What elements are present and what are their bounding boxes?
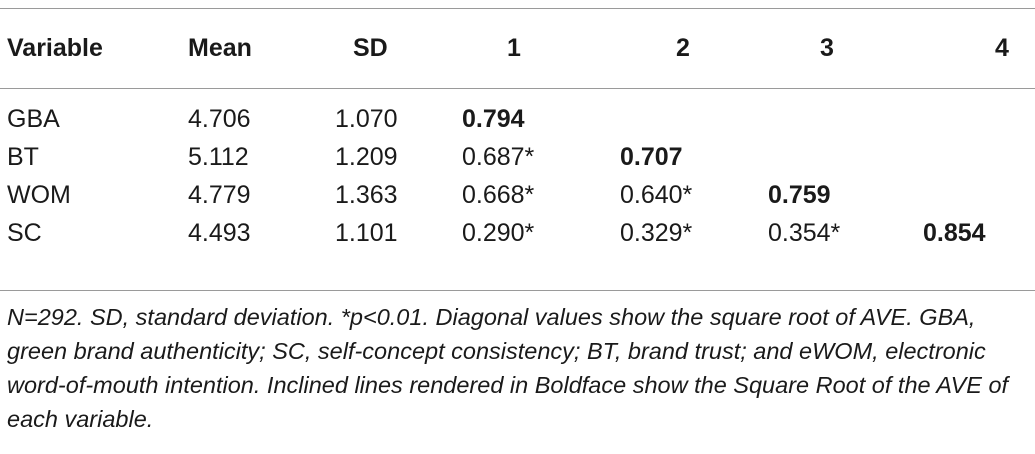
cell-col-4: [911, 176, 1035, 214]
cell-col-1: 0.668*: [462, 180, 535, 209]
cell-variable: WOM: [7, 180, 71, 209]
cell-sd: 1.363: [335, 180, 398, 209]
correlation-table: Variable Mean SD 1 2 3 4 GBA 4.706 1.070…: [0, 8, 1035, 252]
header-sd: SD: [353, 33, 388, 62]
cell-variable: SC: [7, 218, 42, 247]
table-row: WOM 4.779 1.363 0.668* 0.640* 0.759: [0, 176, 1035, 214]
cell-col-3: 0.354*: [768, 218, 841, 247]
header-variable: Variable: [7, 33, 103, 62]
cell-col-3: [763, 138, 911, 176]
cell-col-4: [911, 138, 1035, 176]
cell-variable: GBA: [7, 104, 60, 133]
bottom-rule: [0, 290, 1035, 291]
cell-col-2: [615, 88, 763, 138]
cell-mean: 5.112: [188, 142, 249, 171]
header-rule: [0, 88, 1035, 89]
header-col-1: 1: [507, 33, 521, 62]
cell-mean: 4.706: [188, 104, 251, 133]
header-row: Variable Mean SD 1 2 3 4: [0, 8, 1035, 88]
cell-col-1: 0.794: [462, 104, 525, 133]
cell-sd: 1.070: [335, 104, 398, 133]
cell-col-2: 0.329*: [620, 218, 693, 247]
cell-col-4: 0.854: [923, 218, 986, 247]
cell-col-2: 0.707: [620, 142, 683, 171]
table-footnote: N=292. SD, standard deviation. *p<0.01. …: [7, 304, 1009, 432]
cell-col-3: 0.759: [768, 180, 831, 209]
header-col-4: 4: [995, 33, 1009, 62]
cell-col-3: [763, 88, 911, 138]
table-row: GBA 4.706 1.070 0.794: [0, 88, 1035, 138]
cell-col-2: 0.640*: [620, 180, 693, 209]
header-col-2: 2: [676, 33, 690, 62]
table-row: BT 5.112 1.209 0.687* 0.707: [0, 138, 1035, 176]
cell-col-1: 0.687*: [462, 142, 535, 171]
cell-sd: 1.209: [335, 142, 398, 171]
cell-col-4: [911, 88, 1035, 138]
cell-mean: 4.493: [188, 218, 251, 247]
top-rule: [0, 8, 1035, 9]
cell-mean: 4.779: [188, 180, 251, 209]
cell-variable: BT: [7, 142, 39, 171]
cell-sd: 1.101: [335, 218, 398, 247]
table-row: SC 4.493 1.101 0.290* 0.329* 0.354* 0.85…: [0, 214, 1035, 252]
header-mean: Mean: [188, 33, 252, 62]
header-col-3: 3: [820, 33, 834, 62]
cell-col-1: 0.290*: [462, 218, 535, 247]
